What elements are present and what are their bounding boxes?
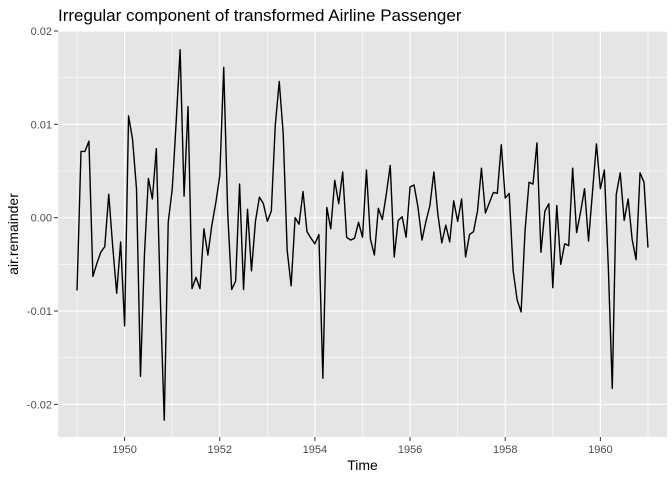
x-axis-title: Time: [347, 457, 378, 473]
chart-title: Irregular component of transformed Airli…: [58, 6, 462, 25]
x-tick-label: 1960: [588, 444, 612, 456]
x-tick-label: 1954: [303, 444, 327, 456]
x-tick-label: 1956: [398, 444, 422, 456]
x-axis-ticks: 1950 1952 1954 1956 1958 1960: [112, 437, 613, 456]
x-tick-label: 1952: [208, 444, 232, 456]
grid-major: [58, 30, 667, 437]
x-tick-label: 1958: [493, 444, 517, 456]
y-tick-label: -0.01: [27, 306, 52, 318]
y-tick-label: -0.02: [27, 399, 52, 411]
y-tick-label: 0.00: [31, 213, 52, 225]
y-tick-label: 0.01: [31, 119, 52, 131]
y-axis-ticks: -0.02 -0.01 0.00 0.01 0.02: [27, 26, 58, 411]
y-axis-title: air.remainder: [5, 193, 21, 275]
series-line-air-remainder: [76, 48, 649, 421]
y-tick-label: 0.02: [31, 26, 52, 38]
x-tick-label: 1950: [112, 444, 136, 456]
